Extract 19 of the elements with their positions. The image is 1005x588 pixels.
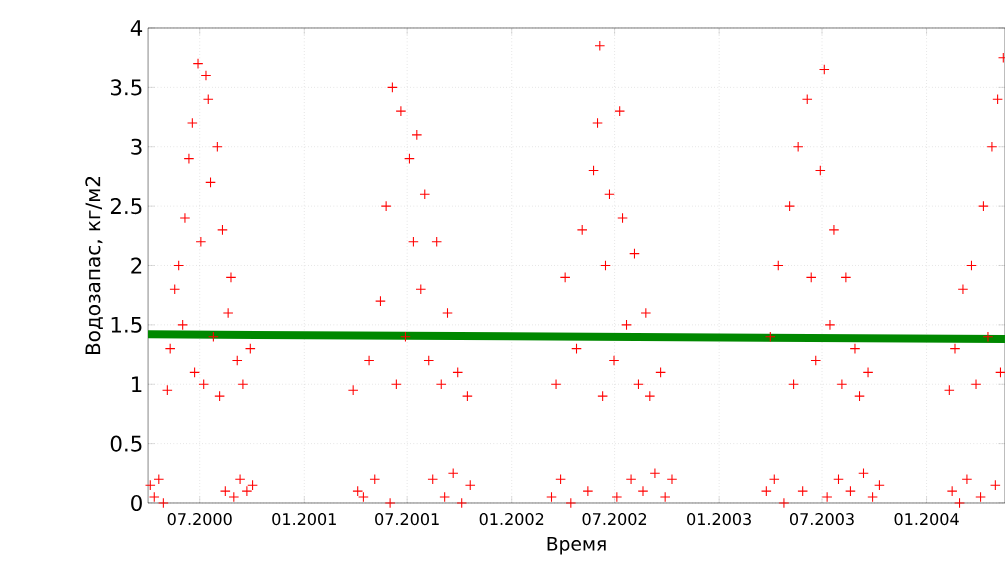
x-tick-label: 01.2004 xyxy=(894,513,959,526)
y-tick-label: 2 xyxy=(131,257,142,274)
y-tick-label: 0.5 xyxy=(110,435,142,452)
y-tick-label: 1.5 xyxy=(111,316,142,333)
x-tick-label: 07.2001 xyxy=(375,513,439,526)
x-tick-label: 07.2000 xyxy=(167,513,232,526)
x-tick-label: 01.2002 xyxy=(479,513,544,526)
y-tick-label: 3 xyxy=(131,138,142,155)
y-axis-title: Водозапас, кг/м2 xyxy=(85,176,103,355)
x-tick-label: 07.2002 xyxy=(582,513,647,526)
x-axis-title: Время xyxy=(547,536,606,555)
y-tick-label: 2.5 xyxy=(110,198,142,215)
x-tick-label: 01.2001 xyxy=(272,513,336,526)
x-tick-label: 01.2003 xyxy=(687,513,751,526)
y-tick-label: 1 xyxy=(132,376,142,393)
x-tick-label: 07.2003 xyxy=(789,513,854,526)
y-tick-label: 0 xyxy=(131,494,142,512)
y-tick-label: 4 xyxy=(130,20,143,36)
y-tick-label: 3.5 xyxy=(111,79,142,96)
